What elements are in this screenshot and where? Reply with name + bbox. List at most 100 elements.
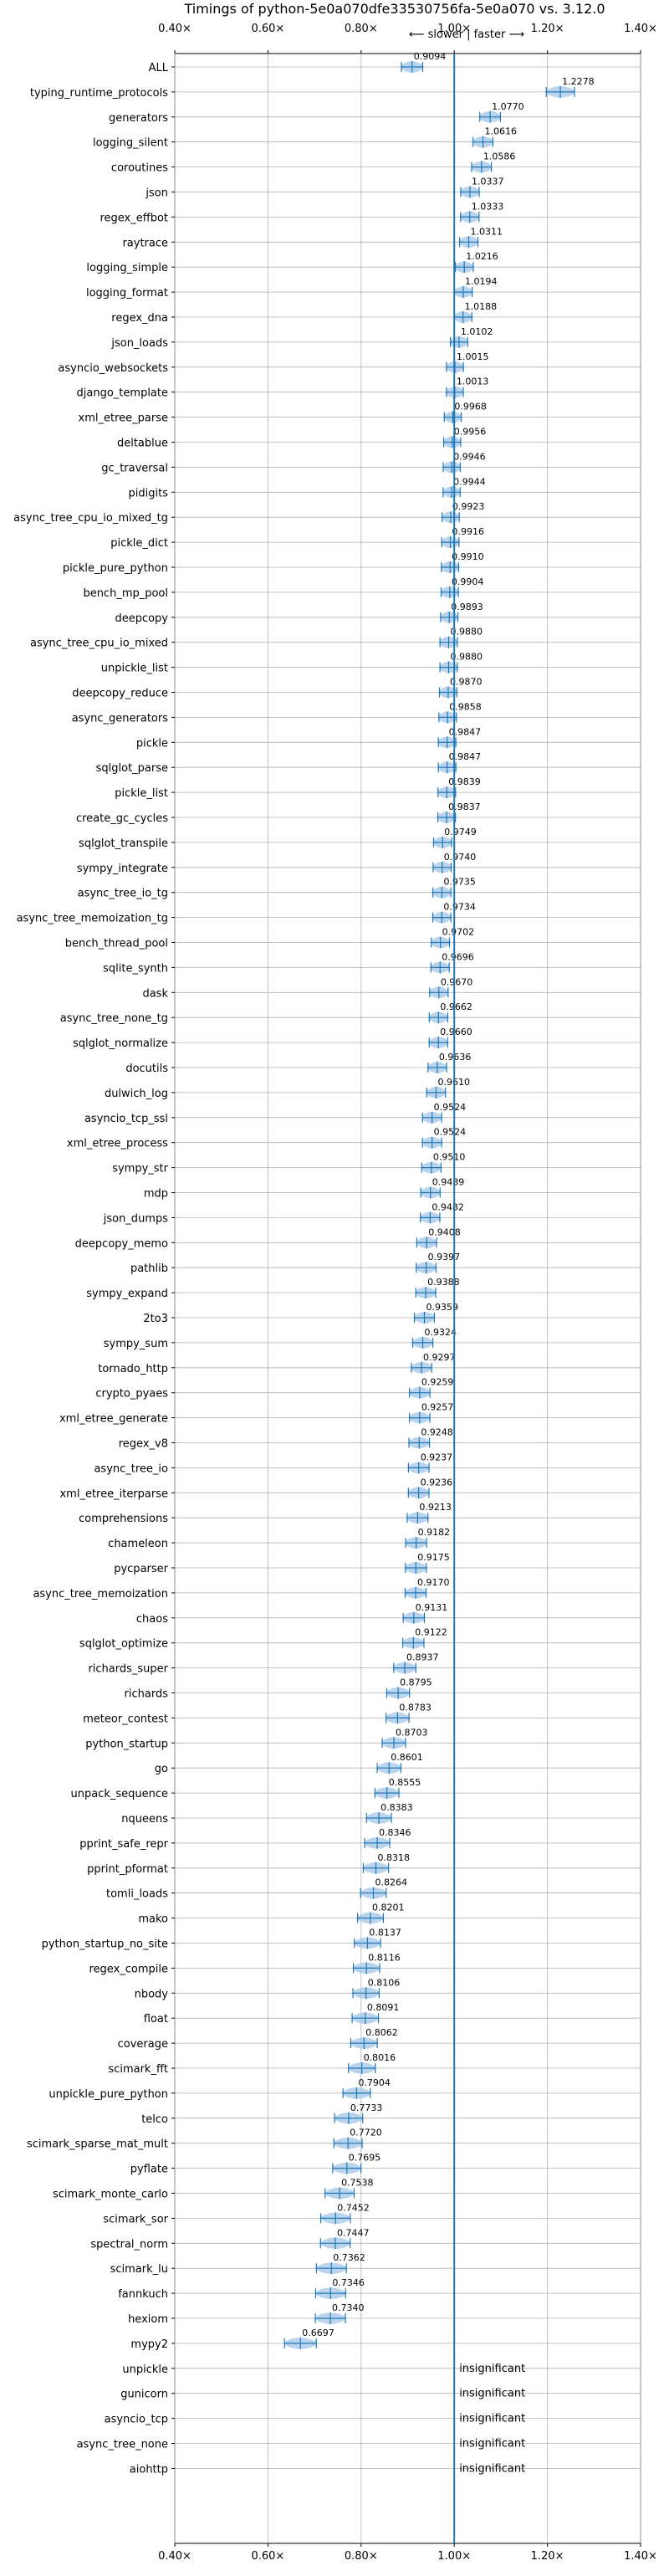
value-label: 0.9131	[416, 1602, 448, 1613]
value-label: 0.9946	[453, 451, 486, 462]
value-label: 0.9944	[453, 476, 486, 487]
value-label: 0.8703	[396, 1727, 428, 1738]
value-label: 0.9923	[452, 501, 485, 512]
value-label: 0.8062	[365, 2027, 398, 2038]
benchmark-label: mypy2	[130, 2338, 168, 2351]
benchmark-label: tornado_http	[98, 1363, 168, 1375]
value-label: 1.0333	[472, 201, 504, 212]
value-label: 0.9259	[421, 1377, 453, 1388]
benchmark-label: regex_effbot	[100, 212, 168, 224]
benchmark-label: unpickle_pure_python	[49, 2088, 168, 2101]
value-label: 0.9956	[454, 427, 487, 438]
value-label: 0.8318	[378, 1852, 411, 1863]
value-label: 0.8091	[367, 2002, 400, 2013]
x-tick-label-top: 0.60×	[251, 23, 284, 35]
value-label: 0.7538	[341, 2178, 374, 2189]
benchmark-label: async_tree_none	[77, 2439, 168, 2451]
benchmark-label: xml_etree_parse	[79, 412, 168, 425]
value-label: 0.9237	[421, 1452, 453, 1462]
benchmark-label: sympy_expand	[86, 1288, 168, 1300]
benchmark-label: mdp	[144, 1188, 168, 1201]
value-label: 0.9388	[427, 1277, 459, 1288]
value-label: 0.9524	[434, 1102, 467, 1113]
benchmark-label: fannkuch	[118, 2288, 168, 2301]
value-label: 0.9702	[442, 927, 475, 938]
benchmark-label: scimark_sor	[103, 2213, 168, 2225]
benchmark-label: create_gc_cycles	[76, 812, 168, 825]
benchmark-label: asyncio_tcp	[105, 2414, 168, 2426]
benchmark-label: xml_etree_process	[67, 1138, 168, 1150]
value-label: 0.9670	[441, 976, 473, 987]
value-label: 0.8937	[406, 1652, 439, 1663]
direction-annotation: ⟵ slower | faster ⟶	[409, 28, 524, 41]
benchmark-label: async_tree_memoization	[33, 1588, 168, 1600]
value-label: 0.7362	[333, 2252, 365, 2263]
benchmark-label: xml_etree_iterparse	[59, 1488, 168, 1500]
benchmark-label: pickle_dict	[110, 537, 168, 550]
value-label: 1.0013	[457, 376, 489, 387]
value-label: 0.9182	[418, 1527, 451, 1538]
value-label: 0.8264	[375, 1877, 408, 1888]
benchmark-label: spectral_norm	[90, 2238, 168, 2251]
benchmark-label: typing_runtime_protocols	[30, 87, 168, 100]
value-label: 0.7904	[358, 2077, 391, 2088]
benchmark-label: sympy_str	[112, 1163, 168, 1175]
plot-frame	[174, 53, 641, 2544]
value-label: 0.9735	[443, 877, 476, 888]
benchmark-label: crypto_pyaes	[95, 1388, 168, 1401]
benchmark-label: sqlglot_transpile	[79, 837, 168, 850]
value-label: 0.7720	[350, 2128, 382, 2138]
insignificant-label: insignificant	[459, 2388, 525, 2400]
value-label: 0.9893	[451, 602, 483, 612]
benchmark-label: pickle	[136, 737, 168, 750]
benchmark-label: deepcopy	[115, 612, 168, 625]
benchmark-label: logging_simple	[86, 262, 168, 274]
x-tick-label-top: 0.80×	[345, 23, 378, 35]
value-label: 0.8346	[379, 1827, 411, 1838]
benchmark-label: pprint_safe_repr	[79, 1838, 168, 1851]
value-label: 0.7340	[332, 2302, 365, 2313]
x-tick-label-bottom: 1.00×	[437, 2550, 471, 2563]
value-label: 0.9175	[417, 1552, 450, 1563]
value-label: 1.0216	[466, 251, 498, 262]
value-label: 0.9170	[417, 1577, 450, 1588]
x-tick-label-top: 0.40×	[158, 23, 192, 35]
benchmark-label: scimark_fft	[108, 2063, 168, 2076]
value-label: 0.8555	[389, 1777, 421, 1788]
value-label: 0.7452	[337, 2202, 370, 2213]
benchmark-label: richards	[125, 1688, 169, 1701]
benchmark-label: gc_traversal	[101, 462, 168, 474]
value-label: 0.9916	[452, 526, 485, 537]
insignificant-label: insignificant	[459, 2413, 525, 2425]
benchmark-label: pyflate	[130, 2164, 168, 2176]
value-label: 1.0616	[485, 126, 518, 137]
value-label: 0.9359	[426, 1302, 458, 1313]
benchmark-label: deltablue	[117, 438, 168, 450]
benchmark-label: coverage	[118, 2038, 168, 2051]
benchmark-label: gunicorn	[120, 2389, 168, 2401]
value-label: 0.9880	[451, 652, 483, 663]
value-label: 1.0770	[492, 101, 524, 112]
benchmark-label: async_tree_io	[94, 1462, 168, 1475]
benchmark-label: python_startup	[85, 1738, 168, 1750]
benchmark-label: async_tree_memoization_tg	[17, 913, 168, 925]
benchmark-label: unpickle	[122, 2363, 168, 2376]
value-label: 0.9904	[452, 576, 484, 587]
value-label: 0.9248	[421, 1427, 453, 1438]
benchmark-label: scimark_sparse_mat_mult	[27, 2138, 168, 2151]
value-label: 0.9910	[452, 551, 484, 562]
value-label: 0.6697	[302, 2328, 334, 2338]
benchmark-label: aiohttp	[130, 2463, 168, 2476]
benchmark-label: scimark_monte_carlo	[53, 2189, 168, 2201]
category-labels: ALL typing_runtime_protocols generators log…	[13, 62, 169, 2476]
benchmark-label: async_tree_cpu_io_mixed	[30, 638, 168, 650]
benchmark-label: bench_mp_pool	[83, 587, 168, 600]
value-label: 0.9660	[440, 1027, 472, 1037]
x-tick-label-bottom: 1.20×	[531, 2550, 564, 2563]
value-label: 0.9297	[423, 1352, 456, 1363]
benchmark-label: nqueens	[121, 1813, 168, 1826]
value-label: 0.9397	[428, 1252, 461, 1262]
value-label: 1.0102	[461, 326, 493, 337]
value-label: 1.0194	[465, 276, 498, 287]
benchmark-label: deepcopy_reduce	[72, 688, 168, 700]
